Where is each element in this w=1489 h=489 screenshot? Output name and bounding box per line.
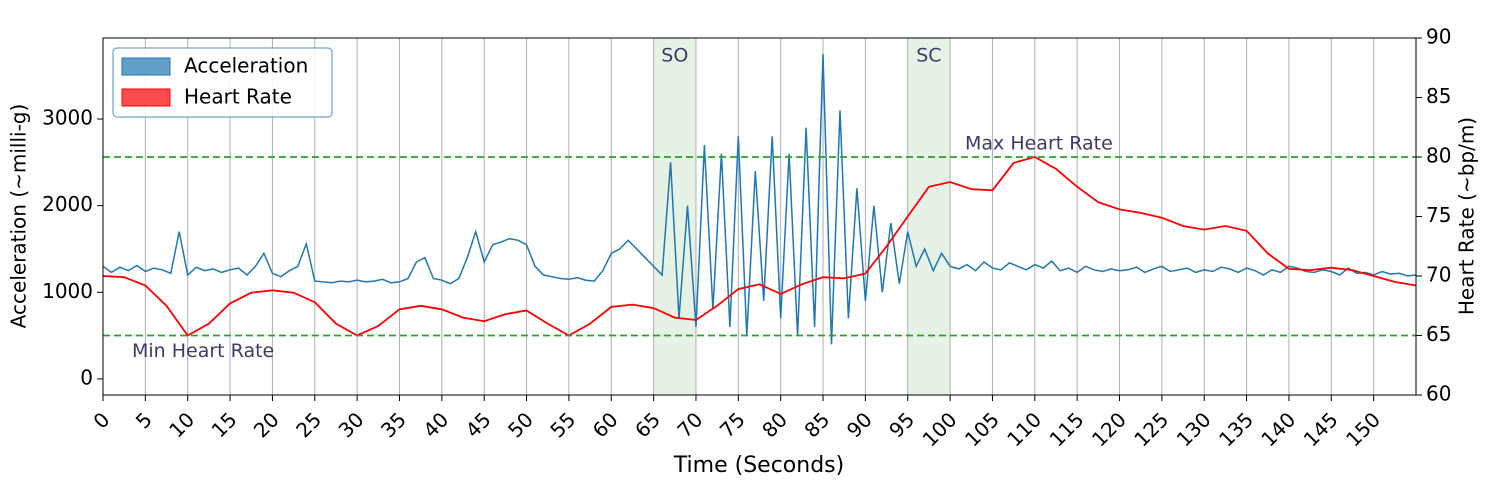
x-tick-label: 20 — [249, 407, 284, 442]
x-tick-label: 130 — [1172, 407, 1216, 451]
y2-tick-label: 65 — [1426, 322, 1451, 346]
x-tick-label: 65 — [630, 407, 665, 442]
shaded-span — [653, 38, 696, 395]
x-tick-label: 110 — [1002, 407, 1046, 451]
y-axis-label: Acceleration (~milli-g) — [7, 104, 31, 329]
x-tick-label: 50 — [503, 407, 538, 442]
x-tick-label: 70 — [672, 407, 707, 442]
y2-tick-label: 70 — [1426, 263, 1451, 287]
x-tick-label: 125 — [1129, 407, 1173, 451]
x-tick-label: 0 — [88, 407, 114, 433]
y2-tick-label: 85 — [1426, 84, 1451, 108]
legend-swatch — [121, 57, 171, 76]
x-axis-label: Time (Seconds) — [673, 453, 844, 478]
x-tick-label: 135 — [1214, 407, 1258, 451]
data-line — [102, 53, 1417, 345]
legend-label: Acceleration — [184, 54, 308, 78]
y-tick-label: 3000 — [42, 106, 93, 130]
y2-tick-label: 75 — [1426, 203, 1451, 227]
x-tick-label: 10 — [164, 407, 199, 442]
shaded-span — [907, 38, 951, 395]
plot-frame — [102, 37, 1417, 396]
x-tick-label: 60 — [588, 407, 623, 442]
x-tick-label: 45 — [461, 407, 496, 442]
x-tick-label: 120 — [1087, 407, 1131, 451]
x-tick-label: 140 — [1256, 407, 1300, 451]
x-tick-label: 100 — [918, 407, 962, 451]
legend-label: Heart Rate — [184, 85, 292, 109]
x-tick-label: 95 — [884, 407, 919, 442]
x-tick-label: 40 — [418, 407, 453, 442]
x-tick-label: 85 — [799, 407, 834, 442]
x-tick-label: 115 — [1045, 407, 1089, 451]
x-tick-label: 55 — [545, 407, 580, 442]
x-tick-label: 90 — [842, 407, 877, 442]
y2-tick-label: 60 — [1426, 382, 1451, 406]
reference-label: Min Heart Rate — [132, 340, 274, 362]
x-tick-label: 25 — [291, 407, 326, 442]
x-tick-label: 5 — [131, 407, 157, 433]
x-tick-label: 30 — [334, 407, 369, 442]
y-tick-label: 1000 — [42, 279, 93, 303]
x-tick-label: 35 — [376, 407, 411, 442]
span-label: SC — [916, 45, 941, 67]
y-tick-label: 2000 — [42, 192, 93, 216]
x-tick-label: 150 — [1341, 407, 1385, 451]
y2-tick-label: 80 — [1426, 144, 1451, 168]
y2-axis-label: Heart Rate (~bp/m) — [1455, 117, 1479, 315]
legend: Acceleration Heart Rate — [112, 47, 333, 118]
x-tick-label: 145 — [1299, 407, 1343, 451]
x-tick-label: 75 — [715, 407, 750, 442]
data-line — [102, 156, 1417, 337]
x-tick-label: 15 — [207, 407, 242, 442]
y-tick-label: 0 — [80, 365, 93, 389]
x-tick-label: 80 — [757, 407, 792, 442]
span-label: SO — [661, 45, 688, 67]
x-tick-label: 105 — [960, 407, 1004, 451]
legend-swatch — [121, 88, 171, 107]
reference-label: Max Heart Rate — [965, 133, 1113, 155]
y2-tick-label: 90 — [1426, 25, 1451, 49]
